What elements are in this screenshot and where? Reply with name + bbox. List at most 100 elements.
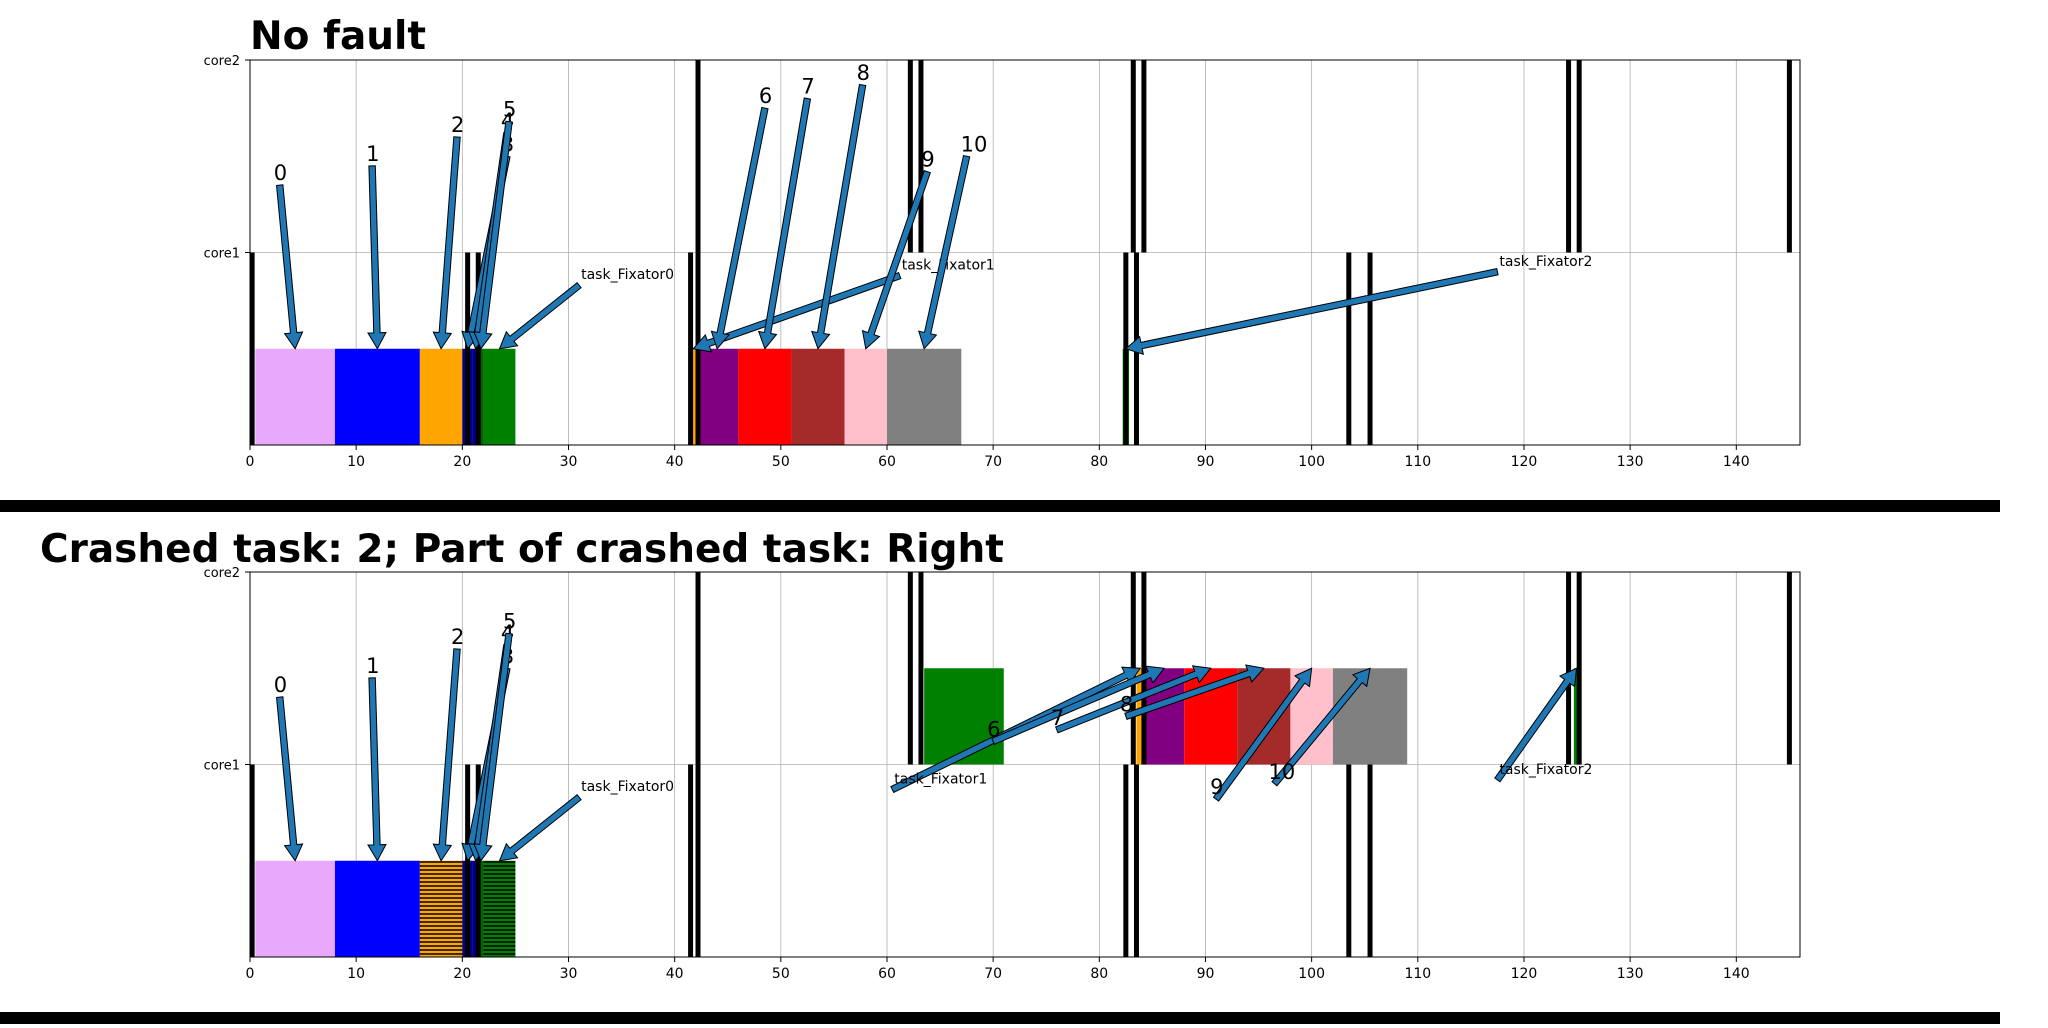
annotation-label-2: 2 [451, 625, 464, 649]
xtick-label: 80 [1090, 966, 1108, 982]
sync-marker [688, 252, 694, 445]
sync-marker [907, 60, 913, 253]
sync-marker [1346, 252, 1352, 445]
core-label-core2: core2 [204, 566, 240, 581]
xtick-label: 0 [246, 966, 255, 982]
annotation-arrow-5 [473, 632, 513, 862]
annotation-label-task_Fixator2: task_Fixator2 [1499, 762, 1592, 778]
sync-marker [907, 572, 913, 765]
sync-marker [1566, 572, 1572, 765]
sync-marker [1566, 60, 1572, 253]
task-bar-9 [844, 348, 887, 445]
task-bar-task_Fixator2 [1573, 668, 1580, 765]
annotation-label-1: 1 [366, 654, 379, 678]
sync-marker [695, 60, 701, 253]
xtick-label: 100 [1298, 454, 1325, 470]
sync-marker [1133, 764, 1139, 957]
core-label-core1: core1 [204, 759, 240, 774]
annotation-label-7: 7 [1051, 706, 1064, 730]
annotation-arrow-6 [710, 106, 769, 350]
sync-marker [1346, 764, 1352, 957]
annotation-arrow-task_Fixator0 [498, 794, 582, 862]
annotation-arrow-1 [367, 165, 387, 350]
annotation-label-5: 5 [503, 610, 516, 634]
xtick-label: 80 [1090, 454, 1108, 470]
xtick-label: 40 [666, 966, 684, 982]
task-bar-4 [472, 348, 479, 445]
task-bar-10 [1332, 668, 1408, 765]
task-bar-task_Fixator0 [483, 348, 516, 445]
xtick-label: 30 [560, 454, 578, 470]
sync-marker [918, 572, 924, 765]
task-bar-1 [334, 348, 420, 445]
task-bar-2 [419, 860, 463, 957]
annotation-arrow-2 [432, 136, 461, 350]
panel-bottom: 0 10 20 30 40 50 60 70 80 90 100 110 120 130 140core2c… [204, 566, 1801, 982]
xtick-label: 130 [1617, 454, 1644, 470]
xtick-label: 0 [246, 454, 255, 470]
sync-marker [688, 764, 694, 957]
xtick-label: 90 [1197, 966, 1215, 982]
annotation-label-1: 1 [366, 142, 379, 166]
annotation-label-2: 2 [451, 113, 464, 137]
task-bar-1 [334, 860, 420, 957]
annotation-arrow-9 [1212, 667, 1313, 802]
task-bar-green_block [924, 668, 1004, 765]
task-bar-4 [472, 860, 479, 957]
annotation-label-0: 0 [274, 161, 287, 185]
annotation-label-8: 8 [1120, 692, 1133, 716]
annotation-label-10: 10 [961, 132, 988, 156]
panel-title-top: No fault [250, 14, 427, 59]
annotation-arrow-9 [861, 169, 931, 350]
sync-marker [249, 764, 255, 957]
annotation-arrow-0 [275, 696, 304, 862]
xtick-label: 70 [984, 966, 1002, 982]
annotation-arrow-6 [991, 665, 1166, 745]
sync-marker [475, 764, 481, 957]
annotation-arrow-8 [1124, 664, 1265, 721]
xtick-label: 110 [1404, 454, 1431, 470]
task-bar-2 [419, 348, 463, 445]
core-label-core2: core2 [204, 54, 240, 69]
annotation-label-6: 6 [987, 717, 1000, 741]
annotation-arrow-8 [811, 83, 867, 350]
annotation-arrow-7 [757, 97, 812, 350]
sync-marker [1123, 764, 1129, 957]
xtick-label: 10 [347, 966, 365, 982]
task-bar-10 [886, 348, 962, 445]
annotation-label-9: 9 [1210, 775, 1223, 799]
xtick-label: 50 [772, 454, 790, 470]
panel-top: 0 10 20 30 40 50 60 70 80 90 100 110 120 130 140core2c… [204, 54, 1801, 470]
xtick-label: 110 [1404, 966, 1431, 982]
annotation-label-7: 7 [801, 75, 814, 99]
xtick-label: 120 [1511, 966, 1538, 982]
annotation-label-task_Fixator0: task_Fixator0 [581, 779, 674, 795]
xtick-label: 50 [772, 966, 790, 982]
sync-marker [1576, 60, 1582, 253]
annotation-arrow-task_Fixator1_a [692, 271, 902, 353]
annotation-label-task_Fixator2: task_Fixator2 [1499, 254, 1592, 270]
xtick-label: 10 [347, 454, 365, 470]
annotation-arrow-7 [1055, 665, 1212, 734]
annotation-arrow-10 [1271, 667, 1371, 787]
task-bar-task_Fixator0 [483, 860, 516, 957]
xtick-label: 140 [1723, 454, 1750, 470]
sync-marker [695, 764, 701, 957]
xtick-label: 60 [878, 966, 896, 982]
xtick-label: 90 [1197, 454, 1215, 470]
core-label-core1: core1 [204, 247, 240, 262]
annotation-label-0: 0 [274, 673, 287, 697]
annotation-arrow-1 [367, 677, 387, 862]
xtick-label: 40 [666, 454, 684, 470]
task-bar-task_Fixator1_a [690, 348, 696, 445]
xtick-label: 20 [453, 966, 471, 982]
xtick-label: 30 [560, 966, 578, 982]
task-bar-0 [255, 348, 335, 445]
annotation-arrow-2 [432, 648, 461, 862]
sync-marker [475, 252, 481, 445]
task-bar-5 [478, 348, 484, 445]
annotation-label-10: 10 [1268, 760, 1295, 784]
right-margin [2000, 0, 2048, 1024]
